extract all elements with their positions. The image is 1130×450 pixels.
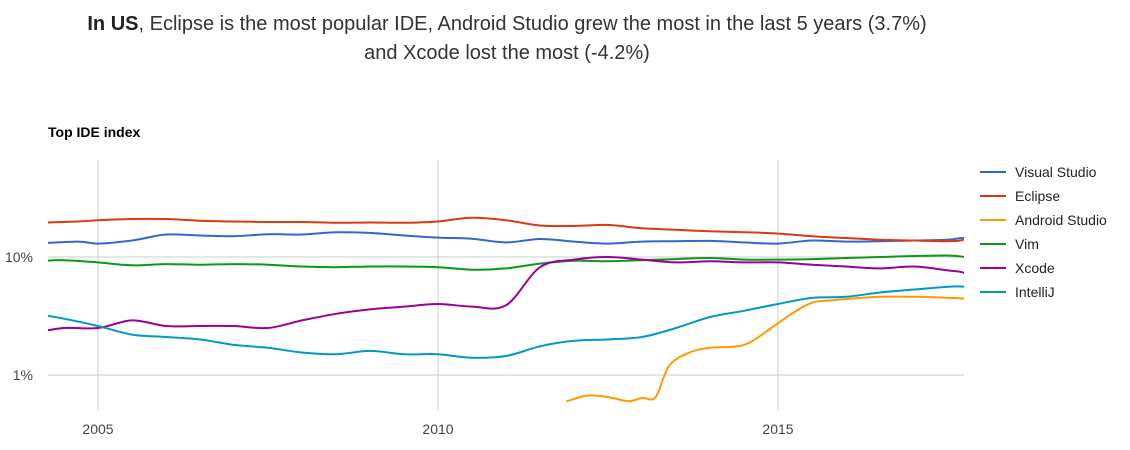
series-lines bbox=[48, 216, 964, 403]
legend-label: Android Studio bbox=[1015, 212, 1107, 228]
headline-bold-region: In US bbox=[87, 13, 139, 35]
headline-line-1: In US, Eclipse is the most popular IDE, … bbox=[0, 10, 1014, 39]
legend-item-eclipse[interactable]: Eclipse bbox=[980, 188, 1060, 204]
legend-item-xcode[interactable]: Xcode bbox=[980, 260, 1055, 276]
legend-label: Eclipse bbox=[1015, 188, 1060, 204]
y-tick-label: 1% bbox=[13, 367, 33, 383]
headline-line-2: and Xcode lost the most (-4.2%) bbox=[364, 42, 650, 64]
legend-item-visual-studio[interactable]: Visual Studio bbox=[980, 164, 1097, 180]
legend-label: IntelliJ bbox=[1015, 284, 1055, 300]
legend: Visual Studio Eclipse Android Studio Vim Xco… bbox=[980, 164, 1107, 300]
axis-labels: 10% 1% 2005 2010 2015 bbox=[5, 249, 794, 437]
legend-label: Xcode bbox=[1015, 260, 1055, 276]
series-line-eclipse bbox=[48, 216, 964, 243]
series-line-android-studio bbox=[566, 295, 964, 403]
x-tick-label: 2015 bbox=[762, 421, 793, 437]
series-line-xcode bbox=[48, 256, 964, 332]
x-tick-label: 2005 bbox=[82, 421, 113, 437]
legend-item-vim[interactable]: Vim bbox=[980, 236, 1039, 252]
chart-headline: In US, Eclipse is the most popular IDE, … bbox=[0, 10, 1014, 68]
x-tick-label: 2010 bbox=[422, 421, 453, 437]
series-line-visual-studio bbox=[48, 231, 964, 245]
y-tick-label: 10% bbox=[5, 249, 33, 265]
series-line-intellij bbox=[48, 285, 964, 359]
legend-label: Vim bbox=[1015, 236, 1039, 252]
legend-item-android-studio[interactable]: Android Studio bbox=[980, 212, 1107, 228]
headline-text-1: , Eclipse is the most popular IDE, Andro… bbox=[138, 13, 927, 35]
legend-label: Visual Studio bbox=[1015, 164, 1097, 180]
legend-item-intellij[interactable]: IntelliJ bbox=[980, 284, 1055, 300]
chart-title: Top IDE index bbox=[48, 124, 141, 140]
series-line-vim bbox=[48, 254, 964, 271]
gridlines bbox=[48, 160, 964, 410]
